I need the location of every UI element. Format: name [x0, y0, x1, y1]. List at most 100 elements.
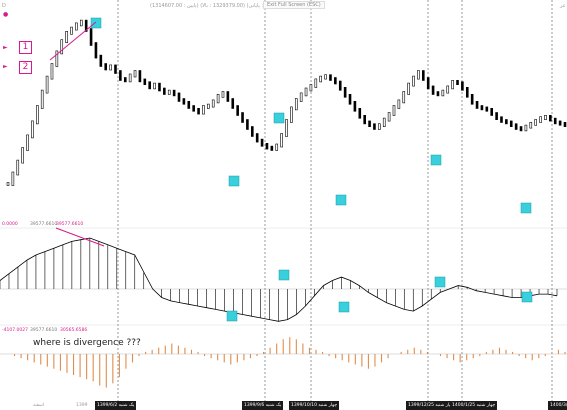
price-candle — [490, 108, 494, 116]
price-candle — [123, 77, 127, 83]
price-candle — [549, 115, 552, 122]
highlight-box[interactable] — [434, 276, 446, 288]
price-candle — [304, 87, 308, 97]
price-candle — [216, 94, 220, 104]
price-candle — [55, 50, 59, 67]
price-candle — [226, 91, 230, 102]
price-candle — [158, 82, 161, 92]
price-candle — [519, 126, 523, 132]
highlight-box[interactable] — [278, 269, 290, 281]
price-candle — [172, 89, 176, 97]
price-candle — [285, 119, 288, 137]
price-candle — [470, 94, 474, 105]
highlight-box[interactable] — [430, 154, 442, 166]
price-candle — [133, 70, 137, 78]
trend-line-price[interactable] — [49, 21, 97, 61]
price-candle — [299, 92, 303, 102]
date-label: 1400/3/ — [548, 401, 567, 410]
price-candle — [358, 108, 362, 119]
price-candle — [250, 126, 254, 137]
price-candle — [50, 63, 54, 80]
highlight-box[interactable] — [273, 112, 285, 124]
highlight-markers — [90, 17, 533, 322]
highlight-box[interactable] — [520, 202, 532, 214]
price-candle — [114, 64, 117, 74]
price-candle — [378, 123, 381, 130]
price-candle — [343, 87, 347, 98]
histogram-series — [14, 337, 566, 388]
highlight-box[interactable] — [226, 310, 238, 322]
price-candle — [402, 91, 406, 104]
highlight-box[interactable] — [521, 291, 533, 303]
price-candle — [31, 120, 34, 139]
price-candle — [446, 85, 450, 94]
price-candle — [11, 171, 15, 186]
price-candle — [382, 117, 386, 127]
arrow-right-icon[interactable]: ► — [3, 44, 8, 51]
price-candle — [16, 159, 20, 176]
price-candle — [544, 115, 547, 121]
price-candle — [94, 42, 98, 59]
price-candle — [319, 75, 323, 83]
price-candle — [495, 112, 498, 120]
price-candle — [221, 91, 225, 98]
price-candle — [294, 98, 298, 111]
price-candle — [60, 39, 64, 55]
exit-fullscreen-button[interactable]: Exit Full Screen (ESC) — [263, 1, 325, 9]
highlight-box[interactable] — [228, 175, 240, 187]
pin-icon[interactable]: ● — [3, 11, 9, 18]
price-candle — [314, 78, 318, 88]
price-candle — [524, 124, 528, 132]
right-mark: عز — [560, 3, 566, 9]
date-label: 1399/12/25 چهار شنبه — [406, 401, 457, 410]
marker-2[interactable]: 2 — [19, 61, 32, 74]
price-candle — [475, 101, 479, 109]
price-candle — [509, 120, 513, 128]
price-candle — [148, 81, 151, 90]
hist-value-a: -4107.0027 — [2, 328, 28, 333]
price-candle — [84, 19, 88, 32]
hist-value-b: 39577.6610 — [30, 328, 58, 333]
date-label: 1399/10/10 چهار شنبه — [289, 401, 340, 410]
price-candle — [412, 75, 415, 87]
highlight-box[interactable] — [90, 17, 102, 29]
price-candle — [40, 89, 44, 109]
price-candle — [270, 145, 274, 151]
price-candle — [431, 85, 435, 95]
price-candle — [167, 89, 171, 95]
price-candle — [21, 147, 24, 164]
price-candle — [246, 119, 249, 130]
price-candle — [265, 143, 269, 150]
price-candle — [280, 133, 283, 148]
arrow-right-icon[interactable]: ► — [3, 63, 8, 70]
left-mark: D — [2, 3, 6, 9]
price-candle — [128, 73, 132, 83]
trend-line-macd[interactable] — [55, 227, 105, 247]
price-candle — [109, 64, 112, 71]
highlight-box[interactable] — [335, 194, 347, 206]
price-candle — [539, 116, 542, 123]
price-candle — [368, 120, 371, 128]
price-candle — [363, 115, 366, 125]
price-candle — [236, 105, 239, 116]
price-candle — [260, 138, 264, 147]
highlight-box[interactable] — [338, 301, 350, 313]
price-candle — [197, 108, 200, 115]
price-candle — [485, 106, 489, 112]
marker-1[interactable]: 1 — [19, 41, 32, 54]
price-candle — [89, 28, 93, 46]
price-candle — [558, 120, 562, 126]
price-candle — [441, 89, 445, 97]
axis-tick: 1399 — [76, 403, 88, 408]
price-candle — [207, 103, 210, 109]
vertical-reference-lines — [117, 0, 553, 401]
price-candle — [407, 82, 410, 95]
price-candle — [529, 122, 533, 129]
price-candle — [309, 84, 313, 92]
price-candle — [99, 54, 103, 67]
price-candle — [75, 22, 78, 31]
price-candle — [461, 81, 464, 91]
price-candle — [163, 87, 166, 95]
price-candle — [182, 98, 186, 105]
